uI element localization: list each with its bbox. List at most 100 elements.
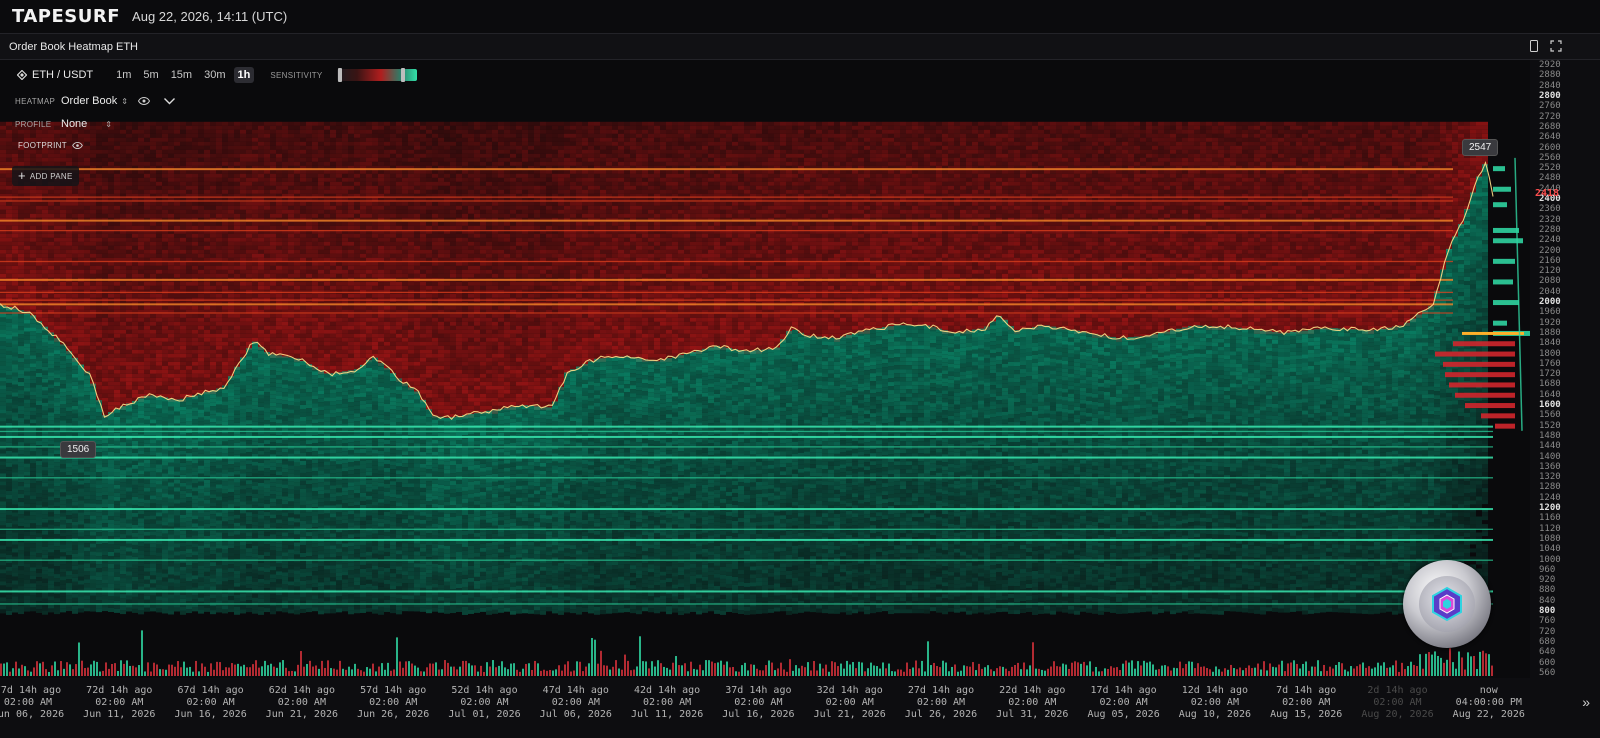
- ask-cell: [180, 150, 186, 154]
- bid-cell: [156, 580, 162, 584]
- ask-cell: [186, 334, 192, 338]
- ask-cell: [174, 246, 180, 250]
- ask-cell: [162, 162, 168, 166]
- ask-cell: [114, 390, 120, 394]
- ask-cell: [120, 334, 126, 338]
- ask-cell: [168, 322, 174, 326]
- bid-cell: [66, 355, 72, 359]
- ask-cell: [120, 306, 126, 310]
- ask-cell: [174, 346, 180, 350]
- bid-cell: [48, 396, 54, 400]
- ask-cell: [90, 250, 96, 254]
- ask-cell: [30, 214, 36, 218]
- ask-cell: [66, 242, 72, 246]
- ask-cell: [0, 238, 6, 242]
- bid-cell: [156, 468, 162, 472]
- bid-cell: [198, 586, 204, 590]
- bid-cell: [114, 541, 120, 545]
- ask-cell: [138, 242, 144, 246]
- ask-cell: [150, 262, 156, 266]
- bid-cell: [18, 470, 24, 474]
- bid-cell: [204, 496, 210, 500]
- bid-cell: [72, 578, 78, 582]
- ask-cell: [54, 274, 60, 278]
- bid-cell: [72, 546, 78, 550]
- ask-cell: [180, 338, 186, 342]
- ask-cell: [90, 190, 96, 194]
- bid-cell: [6, 339, 12, 343]
- bid-cell: [174, 576, 180, 580]
- brand-logo[interactable]: TAPESURF: [12, 6, 120, 27]
- bid-cell: [150, 447, 156, 451]
- ask-cell: [108, 162, 114, 166]
- ask-cell: [102, 246, 108, 250]
- ask-cell: [204, 134, 210, 138]
- expand-icon[interactable]: [1550, 40, 1562, 52]
- ask-cell: [174, 270, 180, 274]
- ask-cell: [174, 382, 180, 386]
- ask-cell: [156, 238, 162, 242]
- ask-cell: [120, 274, 126, 278]
- bid-cell: [6, 335, 12, 339]
- ask-cell: [168, 270, 174, 274]
- bid-cell: [174, 524, 180, 528]
- bid-cell: [96, 584, 102, 588]
- ask-cell: [48, 222, 54, 226]
- bid-cell: [204, 520, 210, 524]
- ask-cell: [186, 282, 192, 286]
- ask-cell: [150, 282, 156, 286]
- bid-cell: [90, 524, 96, 528]
- bid-cell: [72, 598, 78, 602]
- bid-cell: [144, 408, 150, 412]
- bid-cell: [84, 511, 90, 515]
- ask-cell: [180, 330, 186, 334]
- ask-cell: [108, 178, 114, 182]
- bid-cell: [18, 486, 24, 490]
- ask-cell: [72, 186, 78, 190]
- bid-cell: [84, 479, 90, 483]
- ask-cell: [24, 206, 30, 210]
- ask-cell: [192, 142, 198, 146]
- ask-cell: [210, 270, 216, 274]
- bid-cell: [120, 498, 126, 502]
- ask-cell: [144, 178, 150, 182]
- ask-cell: [126, 294, 132, 298]
- bid-cell: [126, 504, 132, 508]
- ask-cell: [156, 358, 162, 362]
- ask-cell: [96, 146, 102, 150]
- ask-cell: [114, 186, 120, 190]
- ask-cell: [138, 238, 144, 242]
- ask-cell: [144, 174, 150, 178]
- bid-cell: [126, 536, 132, 540]
- ask-cell: [180, 182, 186, 186]
- ask-cell: [198, 134, 204, 138]
- ask-cell: [108, 294, 114, 298]
- bid-cell: [162, 405, 168, 409]
- bid-cell: [150, 583, 156, 587]
- ask-cell: [144, 182, 150, 186]
- ask-cell: [18, 238, 24, 242]
- mobile-view-icon[interactable]: [1528, 40, 1540, 52]
- bid-cell: [0, 357, 6, 361]
- ask-cell: [96, 134, 102, 138]
- ask-cell: [0, 138, 6, 142]
- heatmap-chart[interactable]: [0, 60, 1530, 678]
- bid-cell: [156, 400, 162, 404]
- bid-cell: [144, 500, 150, 504]
- ask-cell: [30, 262, 36, 266]
- ask-cell: [120, 326, 126, 330]
- bid-cell: [108, 544, 114, 548]
- ask-cell: [96, 190, 102, 194]
- bid-cell: [150, 439, 156, 443]
- ask-cell: [156, 346, 162, 350]
- ask-cell: [186, 318, 192, 322]
- ask-cell: [126, 270, 132, 274]
- bid-cell: [162, 441, 168, 445]
- bid-cell: [60, 564, 66, 568]
- bid-cell: [72, 394, 78, 398]
- ask-cell: [204, 154, 210, 158]
- bid-cell: [120, 554, 126, 558]
- ask-cell: [144, 282, 150, 286]
- heatmap-canvas[interactable]: [0, 60, 1530, 678]
- bid-cell: [120, 578, 126, 582]
